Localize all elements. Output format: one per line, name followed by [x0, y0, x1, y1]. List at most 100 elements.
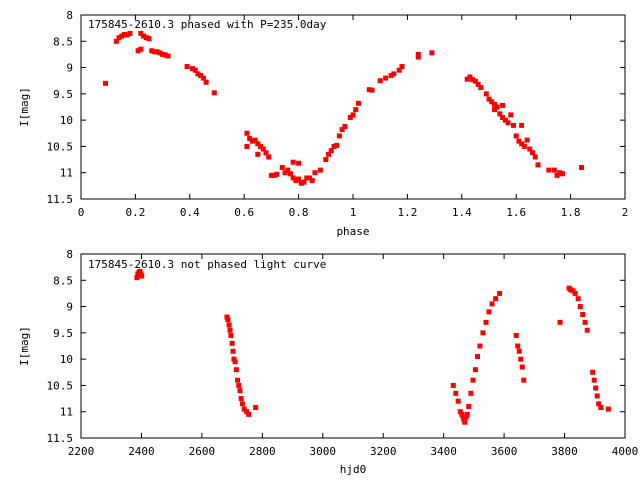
data-point	[157, 50, 163, 56]
data-point	[590, 369, 596, 375]
data-point	[475, 354, 481, 360]
data-point	[530, 150, 536, 156]
data-point	[255, 151, 261, 157]
data-point	[236, 382, 242, 388]
data-point	[252, 137, 258, 143]
data-point	[582, 319, 588, 325]
data-point	[160, 51, 166, 57]
x-tick-label: 0.2	[125, 206, 145, 219]
data-point	[268, 172, 274, 178]
data-point	[494, 104, 500, 110]
data-point	[224, 314, 230, 320]
data-point	[255, 141, 261, 147]
data-point	[491, 107, 497, 113]
data-point	[575, 296, 581, 302]
data-point	[527, 146, 533, 152]
data-point	[455, 398, 461, 404]
data-point	[296, 176, 302, 182]
y-tick-label: 10.5	[47, 140, 74, 153]
y-tick-label: 11.5	[47, 432, 74, 445]
data-point	[165, 53, 171, 59]
data-point	[475, 81, 481, 87]
y-tick-label: 8	[66, 9, 73, 22]
x-tick-label: 1.6	[506, 206, 526, 219]
data-point	[127, 30, 133, 36]
data-point	[489, 99, 495, 105]
x-tick-label: 0.4	[180, 206, 200, 219]
data-point	[328, 148, 334, 154]
data-point	[468, 390, 474, 396]
data-point	[227, 327, 233, 333]
data-point	[577, 304, 583, 310]
data-point	[244, 409, 250, 415]
data-point	[138, 30, 144, 36]
data-point	[497, 111, 503, 117]
data-point	[605, 406, 611, 412]
data-point	[513, 332, 519, 338]
data-point	[461, 417, 467, 423]
y-tick-label: 10.5	[47, 379, 74, 392]
data-point	[312, 170, 318, 176]
data-point	[287, 171, 293, 177]
data-point	[124, 32, 130, 38]
data-point	[285, 167, 291, 173]
data-point	[296, 160, 302, 166]
data-point	[515, 343, 521, 349]
data-point	[192, 67, 198, 73]
data-point	[226, 322, 232, 328]
data-point	[253, 405, 259, 411]
data-point	[347, 115, 353, 121]
data-point	[483, 319, 489, 325]
data-point	[467, 74, 473, 80]
data-point	[513, 133, 519, 139]
data-point	[143, 35, 149, 41]
data-point	[519, 364, 525, 370]
data-point	[298, 180, 304, 186]
data-point	[339, 127, 345, 133]
y-tick-label: 9.5	[53, 327, 73, 340]
data-point	[290, 175, 296, 181]
data-point	[596, 401, 602, 407]
data-point	[464, 411, 470, 417]
data-point	[326, 151, 332, 157]
data-point	[591, 377, 597, 383]
data-point	[239, 401, 245, 407]
data-point	[149, 48, 155, 54]
x-tick-label: 4000	[612, 445, 639, 458]
chart-title: 175845-2610.3 not phased light curve	[88, 258, 326, 271]
x-tick-label: 3400	[430, 445, 457, 458]
data-point	[263, 150, 269, 156]
data-point	[472, 78, 478, 84]
data-point	[415, 54, 421, 60]
data-point	[472, 367, 478, 373]
data-point	[505, 120, 511, 126]
y-tick-label: 8	[66, 248, 73, 261]
x-tick-label: 1.2	[397, 206, 417, 219]
data-point	[570, 288, 576, 294]
x-tick-label: 1	[350, 206, 357, 219]
data-point	[233, 367, 239, 373]
data-point	[304, 175, 310, 181]
x-tick-label: 3800	[551, 445, 578, 458]
data-point	[116, 35, 122, 41]
data-point	[470, 77, 476, 83]
data-point	[557, 170, 563, 176]
data-point	[500, 102, 506, 108]
data-point	[323, 157, 329, 163]
data-point	[524, 137, 530, 143]
data-point	[466, 403, 472, 409]
x-tick-label: 3200	[370, 445, 397, 458]
data-point	[141, 33, 147, 39]
data-point	[195, 71, 201, 77]
x-tick-label: 0.8	[289, 206, 309, 219]
data-point	[225, 317, 231, 323]
data-point	[230, 348, 236, 354]
data-point	[459, 411, 465, 417]
plot-frame	[80, 253, 626, 439]
data-point	[594, 393, 600, 399]
data-point	[102, 80, 108, 86]
data-point	[238, 396, 244, 402]
data-point	[546, 167, 552, 173]
x-tick-label: 2200	[68, 445, 95, 458]
